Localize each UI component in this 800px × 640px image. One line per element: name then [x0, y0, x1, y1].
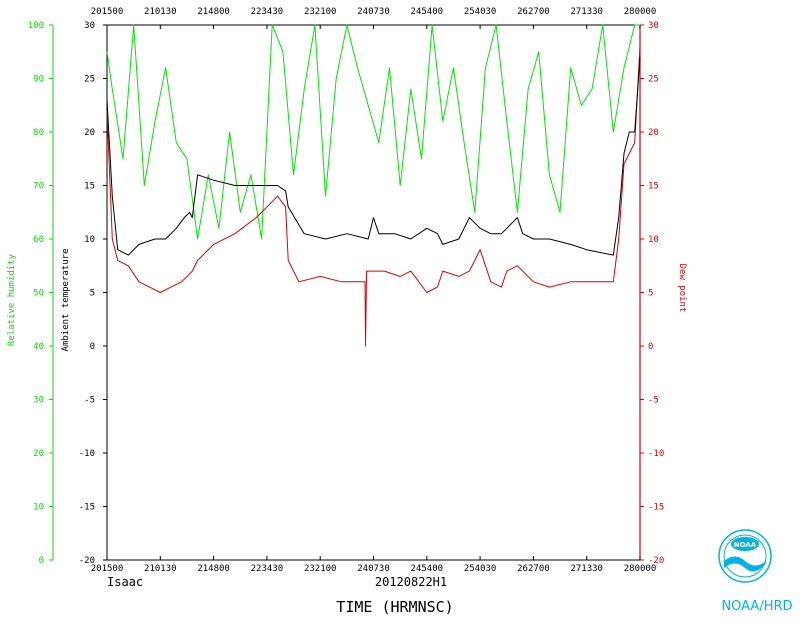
dew-series-line [106, 46, 641, 347]
x-tick-label-bottom: 210130 [144, 564, 177, 574]
storm-name-label: Isaac [107, 575, 143, 589]
rh-series-line [106, 24, 640, 240]
x-tick-label-bottom: 280000 [624, 564, 657, 574]
rh-tick-label: 90 [33, 75, 44, 85]
temp-series-line [106, 57, 641, 256]
temp-axis-title: Ambient temperature [61, 249, 71, 352]
rh-tick-label: 10 [33, 503, 44, 513]
x-tick-label-top: 232100 [304, 7, 337, 17]
rh-tick-label: 0 [39, 556, 44, 566]
x-tick-label-top: 223430 [251, 7, 284, 17]
rh-axis-title: Relative humidity [7, 253, 17, 346]
temp-tick-label: -20 [79, 556, 95, 566]
dew-tick-label: 10 [648, 235, 659, 245]
temp-tick-label: 20 [84, 128, 95, 138]
dew-tick-label: -5 [648, 396, 659, 406]
agency-label: NOAA/HRD [721, 599, 792, 614]
x-tick-label-top: 262700 [517, 7, 550, 17]
mission-label: 20120822H1 [375, 575, 447, 589]
x-tick-label-top: 254030 [464, 7, 497, 17]
x-tick-label-bottom: 271330 [570, 564, 603, 574]
x-tick-label-bottom: 214800 [197, 564, 230, 574]
temp-tick-label: 30 [84, 21, 95, 31]
rh-tick-label: 100 [28, 21, 44, 31]
dew-tick-label: 0 [648, 342, 653, 352]
dew-tick-label: -20 [648, 556, 664, 566]
x-tick-label-bottom: 254030 [464, 564, 497, 574]
x-tick-label-bottom: 262700 [517, 564, 550, 574]
x-axis-title: TIME (HRMNSC) [336, 598, 453, 616]
dew-axis-title: Dew point [677, 264, 687, 313]
x-tick-label-top: 214800 [197, 7, 230, 17]
rh-tick-label: 50 [33, 289, 44, 299]
dew-tick-label: -10 [648, 449, 664, 459]
tick-layer: 302520151050-5-10-15-20302520151050-5-10… [28, 7, 665, 574]
rh-tick-label: 20 [33, 449, 44, 459]
x-tick-label-top: 271330 [570, 7, 603, 17]
rh-tick-label: 60 [33, 235, 44, 245]
x-tick-label-top: 280000 [624, 7, 657, 17]
temp-tick-label: 10 [84, 235, 95, 245]
temp-tick-label: 15 [84, 182, 95, 192]
temp-tick-label: 25 [84, 75, 95, 85]
noaa-logo-text: NOAA [734, 541, 757, 549]
x-tick-label-bottom: 240730 [357, 564, 390, 574]
temp-tick-label: 5 [90, 289, 95, 299]
series-layer [106, 24, 641, 347]
rh-tick-label: 80 [33, 128, 44, 138]
noaa-logo: NOAA [718, 529, 772, 583]
dew-tick-label: 15 [648, 182, 659, 192]
x-tick-label-bottom: 223430 [251, 564, 284, 574]
x-tick-label-bottom: 232100 [304, 564, 337, 574]
dew-tick-label: 20 [648, 128, 659, 138]
rh-tick-label: 30 [33, 396, 44, 406]
temp-tick-label: -15 [79, 503, 95, 513]
rh-tick-label: 70 [33, 182, 44, 192]
x-tick-label-top: 210130 [144, 7, 177, 17]
x-tick-label-top: 240730 [357, 7, 390, 17]
temp-tick-label: 0 [90, 342, 95, 352]
dew-tick-label: -15 [648, 503, 664, 513]
temp-tick-label: -5 [84, 396, 95, 406]
rh-tick-label: 40 [33, 342, 44, 352]
dew-tick-label: 30 [648, 21, 659, 31]
x-tick-label-bottom: 201500 [91, 564, 124, 574]
dew-tick-label: 25 [648, 75, 659, 85]
x-tick-label-top: 201500 [91, 7, 124, 17]
x-tick-label-bottom: 245400 [411, 564, 444, 574]
x-tick-label-top: 245400 [411, 7, 444, 17]
dew-tick-label: 5 [648, 289, 653, 299]
plot-frame [106, 24, 641, 561]
temp-tick-label: -10 [79, 449, 95, 459]
